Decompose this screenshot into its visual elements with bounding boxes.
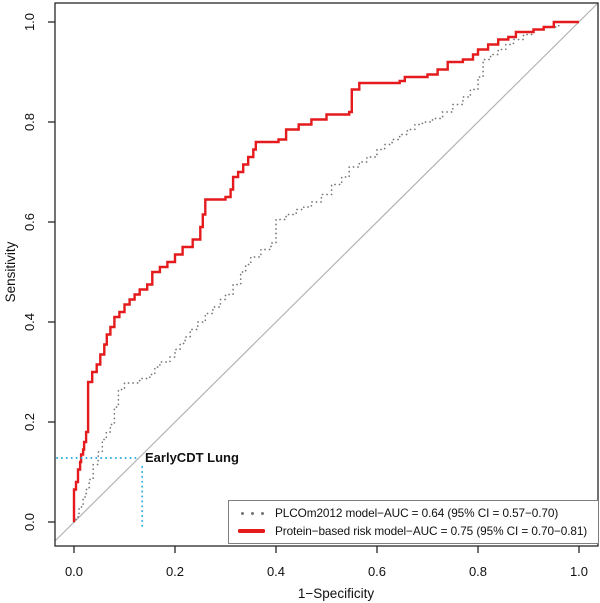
- x-axis-tick-label: 1.0: [570, 564, 588, 579]
- plot-border: [54, 2, 599, 547]
- x-axis-tick-label: 0.2: [166, 564, 184, 579]
- earlycdt-lung-label: EarlyCDT Lung: [145, 450, 239, 465]
- x-axis-tick-label: 0.8: [469, 564, 487, 579]
- diagonal-reference-line: [54, 3, 598, 542]
- legend-label-protein-model: Protein−based risk model−AUC = 0.75 (95%…: [275, 524, 588, 538]
- y-axis-tick-label: 0.6: [22, 213, 37, 231]
- x-axis-tick-label: 0.6: [368, 564, 386, 579]
- protein-model-roc-curve: [72, 20, 579, 522]
- y-axis-tick-label: 1.0: [22, 13, 37, 31]
- y-axis-tick-label: 0.0: [22, 513, 37, 531]
- x-axis-tick-label: 0.0: [65, 564, 83, 579]
- legend-row-plco-model: PLCOm2012 model−AUC = 0.64 (95% CI = 0.5…: [237, 506, 598, 521]
- dotted-line-symbol: [237, 511, 267, 515]
- legend-box: PLCOm2012 model−AUC = 0.64 (95% CI = 0.5…: [228, 500, 599, 544]
- x-axis-tick-label: 0.4: [267, 564, 285, 579]
- solid-line-symbol: [237, 529, 267, 533]
- legend-row-protein-model: Protein−based risk model−AUC = 0.75 (95%…: [237, 524, 598, 539]
- y-axis-tick-label: 0.4: [22, 313, 37, 331]
- legend-label-plco-model: PLCOm2012 model−AUC = 0.64 (95% CI = 0.5…: [275, 506, 559, 520]
- y-axis-title: Sensitivity: [3, 241, 18, 302]
- y-axis-tick-label: 0.8: [22, 113, 37, 131]
- y-axis-tick-label: 0.2: [22, 413, 37, 431]
- x-axis-title: 1−Specificity: [298, 586, 374, 601]
